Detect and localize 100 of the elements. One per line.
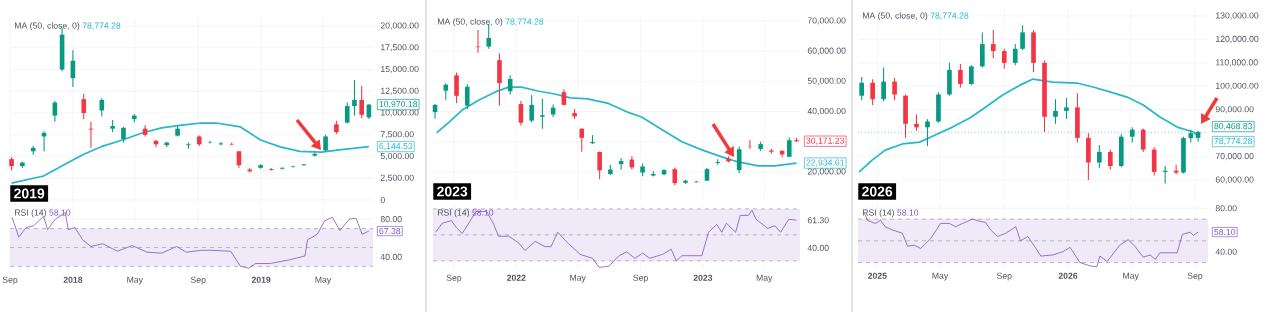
- x-tick-label: Sep: [2, 276, 18, 285]
- x-tick-label: 2019: [251, 276, 271, 283]
- candlestick: [497, 53, 502, 107]
- y-tick-label: 0: [380, 196, 385, 204]
- candlestick: [301, 163, 307, 167]
- text: 2026: [862, 186, 893, 197]
- x-tick-label: May: [127, 276, 143, 285]
- candlestick: [540, 98, 545, 130]
- candlestick: [579, 127, 585, 153]
- y-tick-label: 110,000.00: [1216, 59, 1258, 67]
- data-label: 22,934.61: [806, 159, 845, 167]
- y-tick-label: 40.00: [1215, 248, 1237, 255]
- text: MA (50, close, 0): [14, 22, 80, 31]
- candlestick: [1001, 48, 1007, 70]
- y-tick-label: 100,000.00: [1216, 82, 1259, 90]
- candlestick: [99, 97, 105, 118]
- annotation: 78,774.28: [82, 22, 121, 30]
- candlestick: [597, 150, 602, 180]
- y-tick-label: 12,500.00: [381, 87, 419, 95]
- candlestick: [892, 77, 897, 101]
- series-label: RSI (14): [437, 209, 469, 218]
- text: 10,970.18: [379, 100, 418, 109]
- x-tick-label: May: [756, 274, 773, 283]
- y-tick-label: 5,000.00: [380, 152, 414, 161]
- candlestick: [454, 72, 459, 104]
- x-tick-label: Sep: [190, 276, 206, 285]
- candlestick: [359, 85, 364, 119]
- candlestick: [870, 78, 875, 106]
- candlestick: [290, 165, 296, 169]
- text: MA (50, close, 0): [437, 18, 503, 27]
- series-label: RSI (14): [14, 209, 46, 218]
- data-label: 6,144.53: [379, 142, 413, 151]
- annotation: 78,774.28: [930, 12, 969, 20]
- y-tick-label: 70,000.00: [807, 17, 846, 25]
- text: 80,468.83: [1214, 123, 1253, 131]
- y-tick-label: 60,000.00: [807, 47, 846, 55]
- annotation: 78,774.28: [505, 18, 544, 26]
- y-tick-label: 40,000.00: [807, 107, 846, 116]
- candlestick: [88, 121, 94, 149]
- candlestick: [881, 67, 886, 103]
- y-tick-label: 61.30: [807, 217, 829, 224]
- candlestick: [859, 76, 865, 101]
- y-tick-label: 80.00: [380, 216, 402, 223]
- text: 30,171.23: [806, 137, 845, 145]
- text: MA (50, close, 0): [862, 12, 928, 21]
- y-tick-label: 90,000.00: [1215, 106, 1254, 114]
- y-tick-label: 17,500.00: [381, 44, 419, 52]
- y-tick-label: 2,500.00: [380, 174, 414, 182]
- candlestick: [1097, 144, 1102, 169]
- y-tick-label: 50,000.00: [807, 77, 846, 85]
- y-tick-label: 20,000.00: [380, 22, 419, 30]
- y-tick-label: 15,000.00: [381, 65, 419, 74]
- x-tick-label: 2026: [1058, 272, 1078, 279]
- y-tick-label: 80.00: [1215, 205, 1237, 212]
- candlestick: [980, 31, 985, 69]
- candlestick: [352, 79, 357, 117]
- x-tick-label: 2023: [693, 274, 713, 281]
- line-series: [858, 78, 1199, 173]
- text: 2023: [437, 186, 468, 197]
- candlestick: [1151, 146, 1157, 176]
- candlestick: [1064, 97, 1069, 120]
- y-tick-label: 40.00: [380, 253, 402, 260]
- x-tick-label: May: [315, 276, 332, 285]
- candlestick: [1012, 43, 1018, 66]
- candlestick: [464, 83, 470, 110]
- annotation: 58.10: [897, 209, 919, 216]
- y-tick-label: 130,000.00: [1216, 12, 1259, 20]
- data-label: 78,774.28: [1214, 138, 1253, 146]
- y-tick-label: 7,500.00: [380, 131, 414, 139]
- candlestick: [1053, 98, 1058, 125]
- x-tick-label: Sep: [1187, 272, 1203, 281]
- text: 2019: [14, 188, 45, 199]
- candlestick: [990, 29, 996, 59]
- candlestick: [529, 94, 534, 123]
- candlestick: [1107, 149, 1113, 171]
- y-tick-label: 120,000.00: [1216, 35, 1259, 43]
- candlestick: [1140, 127, 1146, 153]
- x-tick-label: May: [932, 272, 949, 281]
- y-tick-label: 60,000.00: [1215, 176, 1254, 184]
- y-tick-label: 10,000.00: [381, 109, 419, 117]
- annotation: 58.10: [49, 209, 71, 216]
- candlestick: [958, 63, 963, 89]
- x-tick-label: May: [570, 274, 586, 283]
- x-tick-label: Sep: [633, 274, 648, 283]
- candlestick: [279, 166, 285, 171]
- x-tick-label: 2018: [63, 276, 83, 283]
- data-label: 58.10: [1214, 228, 1236, 236]
- y-tick-label: 40.00: [807, 244, 829, 251]
- y-tick-label: 20,000.00: [807, 168, 846, 176]
- candlestick: [218, 141, 224, 146]
- x-tick-label: 2025: [867, 272, 887, 279]
- series-label: RSI (14): [862, 209, 894, 218]
- y-tick-label: 70,000.00: [1215, 153, 1254, 161]
- x-tick-label: Sep: [446, 274, 462, 283]
- candlestick: [969, 64, 974, 86]
- x-tick-label: May: [1123, 272, 1139, 281]
- x-tick-label: Sep: [996, 272, 1012, 281]
- candlestick: [1020, 24, 1025, 51]
- candlestick: [81, 93, 87, 120]
- x-tick-label: 2022: [506, 274, 526, 281]
